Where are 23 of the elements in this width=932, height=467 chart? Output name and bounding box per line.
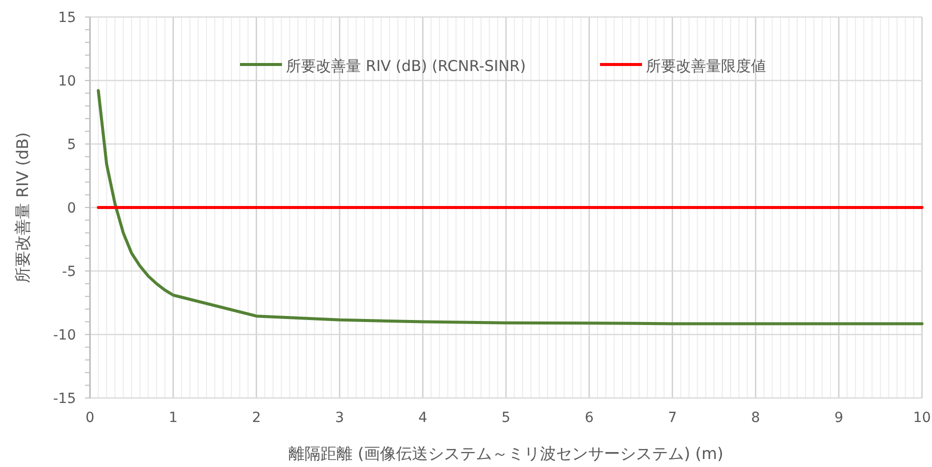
y-tick-label: 0	[67, 200, 76, 216]
legend-label: 所要改善量限度値	[646, 57, 766, 75]
y-tick-label: 15	[58, 10, 76, 26]
x-tick-label: 8	[751, 410, 760, 426]
x-tick-label: 1	[168, 410, 178, 426]
x-axis-title: 離隔距離 (画像伝送システム～ミリ波センサーシステム) (m)	[288, 444, 724, 463]
y-tick-label: 5	[67, 137, 76, 153]
x-tick-label: 0	[86, 410, 94, 426]
x-tick-label: 2	[252, 410, 261, 426]
line-series	[96, 89, 924, 326]
x-tick-label: 4	[418, 410, 428, 426]
x-tick-label: 3	[335, 410, 344, 426]
y-axis-title: 所要改善量 RIV (dB)	[13, 132, 32, 283]
y-tick-label: -15	[53, 391, 76, 407]
legend-label: 所要改善量 RIV (dB) (RCNR-SINR)	[286, 57, 526, 75]
x-tick-label: 7	[668, 410, 677, 426]
x-tick-label: 6	[584, 410, 594, 426]
y-tick-label: -5	[62, 264, 76, 280]
y-tick-label: -10	[53, 328, 76, 344]
x-tick-label: 10	[913, 410, 931, 426]
y-tick-label: 10	[58, 74, 76, 90]
x-tick-label: 5	[502, 410, 510, 426]
x-tick-label: 9	[834, 410, 844, 426]
